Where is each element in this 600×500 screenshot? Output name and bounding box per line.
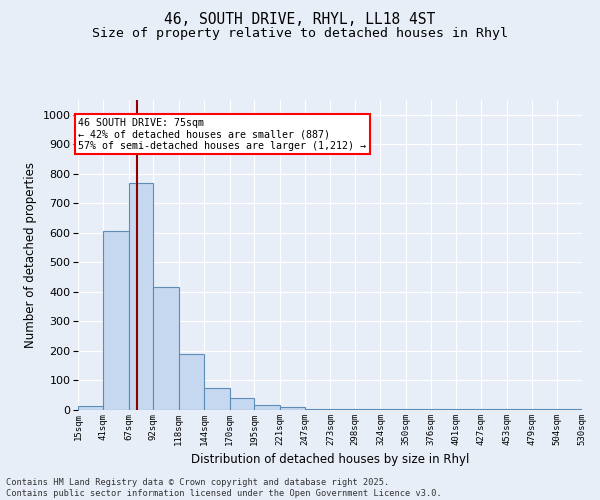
X-axis label: Distribution of detached houses by size in Rhyl: Distribution of detached houses by size … (191, 454, 469, 466)
Y-axis label: Number of detached properties: Number of detached properties (24, 162, 37, 348)
Bar (154, 288, 179, 410)
Bar (179, 354, 204, 410)
Bar (456, 408, 481, 410)
Bar (355, 408, 380, 410)
Bar (380, 408, 406, 410)
Bar (481, 408, 506, 410)
Bar (406, 408, 431, 410)
Bar (103, 232, 129, 410)
Bar (230, 398, 254, 410)
Bar (305, 408, 331, 410)
Bar (78, 406, 103, 410)
Bar (506, 408, 532, 410)
Text: Size of property relative to detached houses in Rhyl: Size of property relative to detached ho… (92, 28, 508, 40)
Bar (254, 404, 280, 410)
Bar (431, 408, 456, 410)
Bar (331, 408, 355, 410)
Text: Contains HM Land Registry data © Crown copyright and database right 2025.
Contai: Contains HM Land Registry data © Crown c… (6, 478, 442, 498)
Bar (532, 408, 557, 410)
Bar (204, 388, 230, 410)
Text: 46, SOUTH DRIVE, RHYL, LL18 4ST: 46, SOUTH DRIVE, RHYL, LL18 4ST (164, 12, 436, 28)
Bar (557, 408, 582, 410)
Bar (129, 182, 154, 410)
Text: 46 SOUTH DRIVE: 75sqm
← 42% of detached houses are smaller (887)
57% of semi-det: 46 SOUTH DRIVE: 75sqm ← 42% of detached … (78, 118, 366, 151)
Bar (280, 407, 305, 410)
